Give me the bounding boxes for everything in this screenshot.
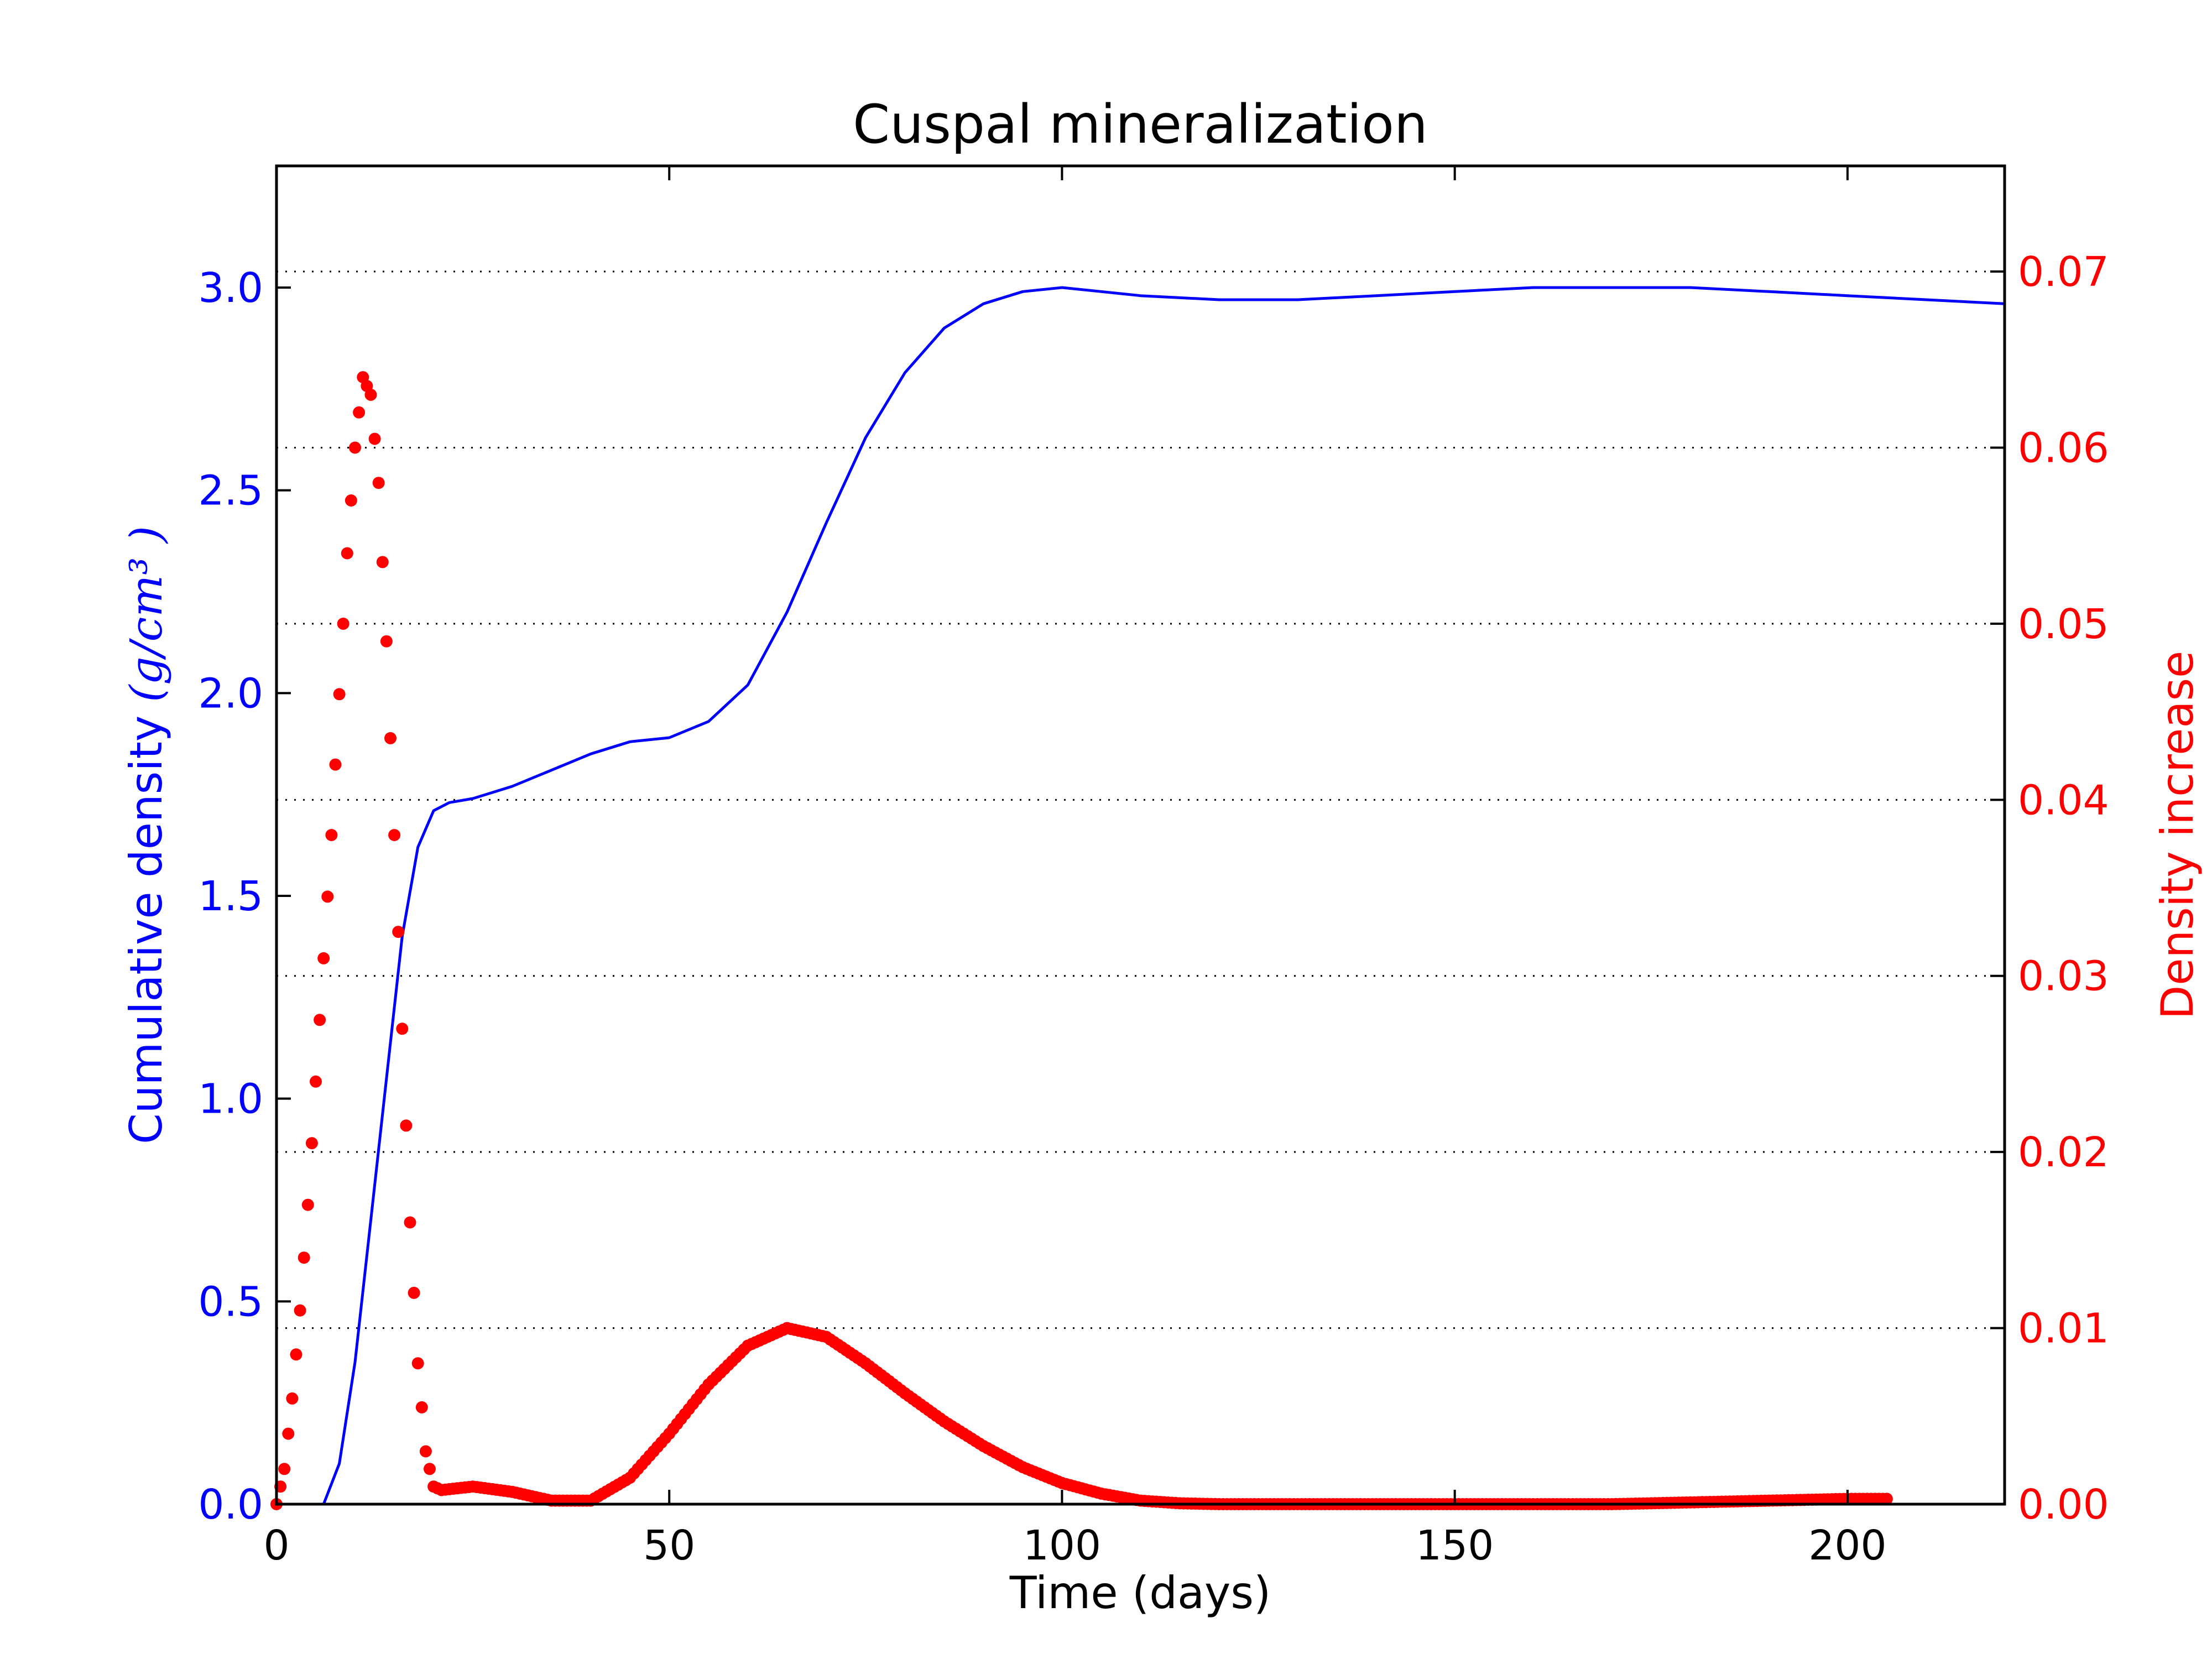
y-right-tick-label: 0.02 [2018,1129,2109,1176]
plot-frame [275,164,2006,1506]
data-point [314,1014,326,1026]
y-axis-label-right: Density increase [2152,651,2203,1020]
data-point [286,1392,299,1405]
y-left-tick-label: 3.0 [198,264,263,312]
data-point [329,758,342,771]
x-axis-label: Time (days) [1009,1567,1271,1619]
x-tick-label: 200 [1808,1522,1886,1569]
y-right-tick-label: 0.07 [2018,248,2109,296]
data-point [415,1401,428,1413]
ticks: 0 50 100 150 200 0.0 0.5 1.0 1.5 2.0 2.5 3.0 0.00 0.0… [198,166,2109,1569]
y-right-tick-label: 0.04 [2018,776,2109,824]
x-tick-label: 100 [1023,1522,1101,1569]
data-point [333,688,346,701]
data-point [388,829,401,841]
data-point [368,432,381,445]
data-point [278,1463,291,1475]
data-point [317,952,330,964]
data-point [404,1216,416,1229]
data-point [337,617,349,630]
x-tick-label: 150 [1416,1522,1494,1569]
data-point [424,1463,436,1475]
series-dots-density-increase [270,371,1893,1510]
data-point [400,1119,413,1132]
data-point [349,441,361,454]
y-left-tick-label: 0.5 [198,1278,263,1326]
data-point [372,477,385,489]
data-point [411,1357,424,1370]
data-point [419,1445,432,1458]
y-right-tick-label: 0.01 [2018,1305,2109,1353]
data-point [294,1304,306,1317]
data-point [353,406,366,419]
data-point [282,1427,295,1440]
data-point [376,556,389,568]
y-right-tick-label: 0.03 [2018,953,2109,1000]
x-tick-label: 50 [643,1522,695,1569]
data-point [341,547,353,560]
series-layer [270,286,2005,1510]
x-tick-label: 0 [263,1522,289,1569]
chart-title: Cuspal mineralization [853,93,1428,155]
y-axis-label-left-text: Cumulative density [121,716,172,1144]
data-point [364,388,377,401]
data-point [321,890,334,903]
data-point [392,926,405,938]
data-point [305,1137,318,1150]
data-point [1880,1493,1893,1505]
y-right-tick-label: 0.05 [2018,601,2109,648]
series-line-cumulative-density [322,286,2005,1505]
data-point [298,1251,310,1264]
y-axis-label-left-unit: (g/cm³ ) [121,526,172,702]
y-left-tick-label: 2.0 [198,670,263,717]
data-point [325,829,338,841]
y-left-tick-label: 2.5 [198,467,263,515]
data-point [290,1348,302,1361]
y-left-tick-label: 1.5 [198,873,263,920]
data-point [310,1075,322,1088]
data-point [408,1286,420,1299]
y-left-tick-label: 1.0 [198,1076,263,1123]
data-point [380,635,393,648]
y-axis-label-left: Cumulative density (g/cm³ ) [121,526,172,1144]
data-point [396,1022,409,1035]
y-left-tick-label: 0.0 [198,1481,263,1528]
data-point [301,1198,314,1211]
y-right-tick-label: 0.06 [2018,424,2109,472]
y-right-tick-label: 0.00 [2018,1481,2109,1528]
data-point [345,494,357,507]
data-point [384,732,397,744]
